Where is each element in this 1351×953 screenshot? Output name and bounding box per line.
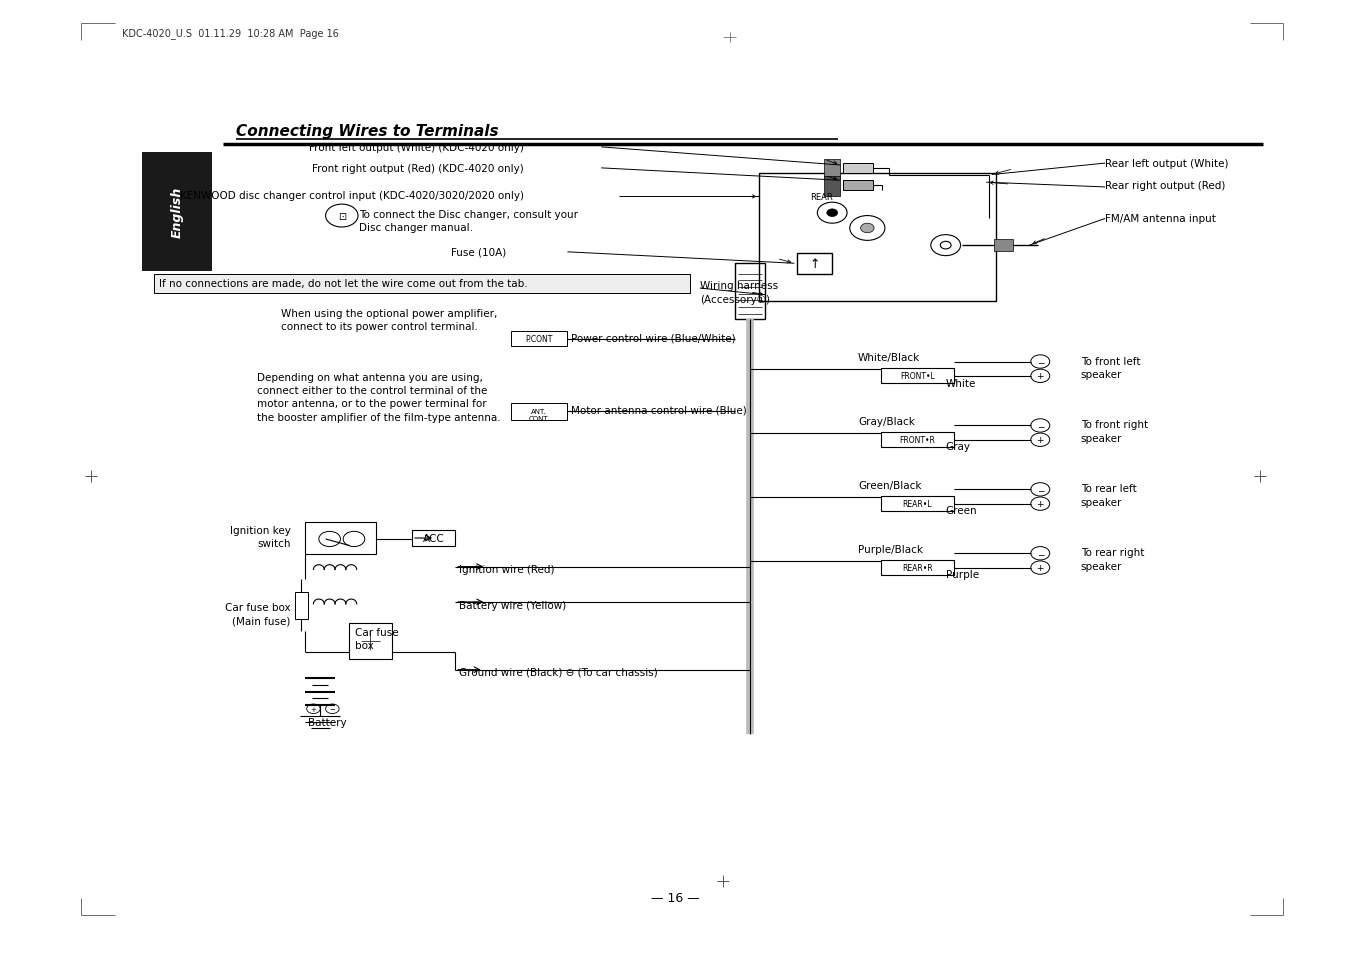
Text: motor antenna, or to the power terminal for: motor antenna, or to the power terminal …: [257, 399, 486, 409]
Text: speaker: speaker: [1081, 370, 1123, 379]
Text: (Accessory①): (Accessory①): [700, 294, 770, 304]
Text: the booster amplifier of the film-type antenna.: the booster amplifier of the film-type a…: [257, 413, 500, 422]
Text: Gray/Black: Gray/Black: [858, 416, 915, 426]
Text: switch: switch: [257, 538, 290, 548]
Text: To front right: To front right: [1081, 420, 1148, 430]
Text: White/Black: White/Black: [858, 353, 920, 362]
Text: +: +: [1036, 563, 1044, 573]
Bar: [511, 403, 567, 420]
Text: −: −: [330, 706, 335, 712]
Text: Green: Green: [946, 506, 977, 516]
Text: Connecting Wires to Terminals: Connecting Wires to Terminals: [236, 124, 499, 139]
Text: FM/AM antenna input: FM/AM antenna input: [1105, 214, 1216, 224]
Text: Ground wire (Black) ⊖ (To car chassis): Ground wire (Black) ⊖ (To car chassis): [459, 667, 658, 677]
Text: ANT.: ANT.: [531, 409, 547, 415]
Bar: [142, 152, 212, 272]
Bar: [735, 264, 765, 319]
Text: +: +: [1036, 499, 1044, 509]
Text: To rear left: To rear left: [1081, 484, 1136, 494]
Text: Battery: Battery: [308, 718, 347, 727]
Text: CONT.: CONT.: [528, 416, 550, 421]
Text: Gray: Gray: [946, 442, 971, 452]
Text: Car fuse: Car fuse: [355, 627, 399, 637]
Bar: [759, 173, 996, 302]
Text: REAR: REAR: [811, 193, 834, 202]
Bar: [881, 433, 954, 448]
Text: KDC-4020_U.S  01.11.29  10:28 AM  Page 16: KDC-4020_U.S 01.11.29 10:28 AM Page 16: [122, 28, 339, 39]
Text: speaker: speaker: [1081, 434, 1123, 443]
Text: To front left: To front left: [1081, 356, 1140, 366]
Text: English: English: [170, 187, 184, 237]
Text: connect to its power control terminal.: connect to its power control terminal.: [281, 322, 478, 332]
Text: Front left output (White) (KDC-4020 only): Front left output (White) (KDC-4020 only…: [309, 143, 524, 152]
Text: Purple: Purple: [946, 570, 979, 579]
Text: KENWOOD disc changer control input (KDC-4020/3020/2020 only): KENWOOD disc changer control input (KDC-…: [180, 191, 524, 200]
Text: speaker: speaker: [1081, 561, 1123, 571]
Text: −: −: [1036, 485, 1044, 495]
Text: To rear right: To rear right: [1081, 548, 1144, 558]
Bar: [154, 274, 690, 294]
Text: ⊡: ⊡: [338, 212, 346, 221]
Text: box: box: [355, 640, 374, 650]
Bar: [881, 560, 954, 576]
Text: Power control wire (Blue/White): Power control wire (Blue/White): [571, 334, 736, 343]
Circle shape: [861, 224, 874, 233]
Text: Motor antenna control wire (Blue): Motor antenna control wire (Blue): [571, 405, 747, 415]
Text: (Main fuse): (Main fuse): [232, 616, 290, 625]
Bar: [843, 164, 873, 173]
Text: +: +: [311, 706, 316, 712]
Bar: [797, 253, 832, 274]
Text: Car fuse box: Car fuse box: [224, 602, 290, 612]
Text: Purple/Black: Purple/Black: [858, 544, 923, 554]
Bar: [295, 593, 308, 619]
Text: +: +: [1036, 436, 1044, 445]
Bar: [843, 181, 873, 191]
Bar: [881, 497, 954, 512]
Text: Rear right output (Red): Rear right output (Red): [1105, 181, 1225, 191]
Text: −: −: [1036, 421, 1044, 431]
Text: connect either to the control terminal of the: connect either to the control terminal o…: [257, 386, 488, 395]
Bar: [881, 369, 954, 384]
Text: Green/Black: Green/Black: [858, 480, 921, 490]
Text: Depending on what antenna you are using,: Depending on what antenna you are using,: [257, 373, 482, 382]
Bar: [349, 623, 392, 659]
Text: REAR•R: REAR•R: [902, 563, 932, 573]
Text: Front right output (Red) (KDC-4020 only): Front right output (Red) (KDC-4020 only): [312, 164, 524, 173]
Text: REAR•L: REAR•L: [902, 499, 932, 509]
Text: +: +: [1036, 372, 1044, 381]
Text: White: White: [946, 378, 975, 388]
Text: FRONT•R: FRONT•R: [900, 436, 935, 445]
Bar: [994, 240, 1013, 252]
Text: FRONT•L: FRONT•L: [900, 372, 935, 381]
Text: Rear left output (White): Rear left output (White): [1105, 159, 1228, 169]
Bar: [824, 177, 840, 196]
Text: −: −: [1036, 549, 1044, 558]
Text: — 16 —: — 16 —: [651, 891, 700, 904]
Text: Fuse (10A): Fuse (10A): [451, 248, 507, 257]
Text: P.CONT: P.CONT: [526, 335, 553, 344]
Text: ACC: ACC: [423, 534, 444, 543]
Text: −: −: [1036, 357, 1044, 367]
Bar: [412, 531, 455, 546]
Text: Battery wire (Yellow): Battery wire (Yellow): [459, 600, 566, 610]
Text: To connect the Disc changer, consult your: To connect the Disc changer, consult you…: [359, 210, 578, 219]
Bar: [824, 160, 840, 179]
Text: Disc changer manual.: Disc changer manual.: [359, 223, 473, 233]
Text: If no connections are made, do not let the wire come out from the tab.: If no connections are made, do not let t…: [159, 279, 528, 289]
Text: ↑: ↑: [809, 257, 820, 271]
Text: When using the optional power amplifier,: When using the optional power amplifier,: [281, 309, 497, 318]
Text: Ignition wire (Red): Ignition wire (Red): [459, 565, 555, 575]
Circle shape: [827, 210, 838, 217]
Bar: [511, 332, 567, 347]
Text: Ignition key: Ignition key: [230, 526, 290, 536]
Text: speaker: speaker: [1081, 497, 1123, 507]
Text: Wiring harness: Wiring harness: [700, 281, 778, 291]
Bar: [305, 522, 376, 555]
